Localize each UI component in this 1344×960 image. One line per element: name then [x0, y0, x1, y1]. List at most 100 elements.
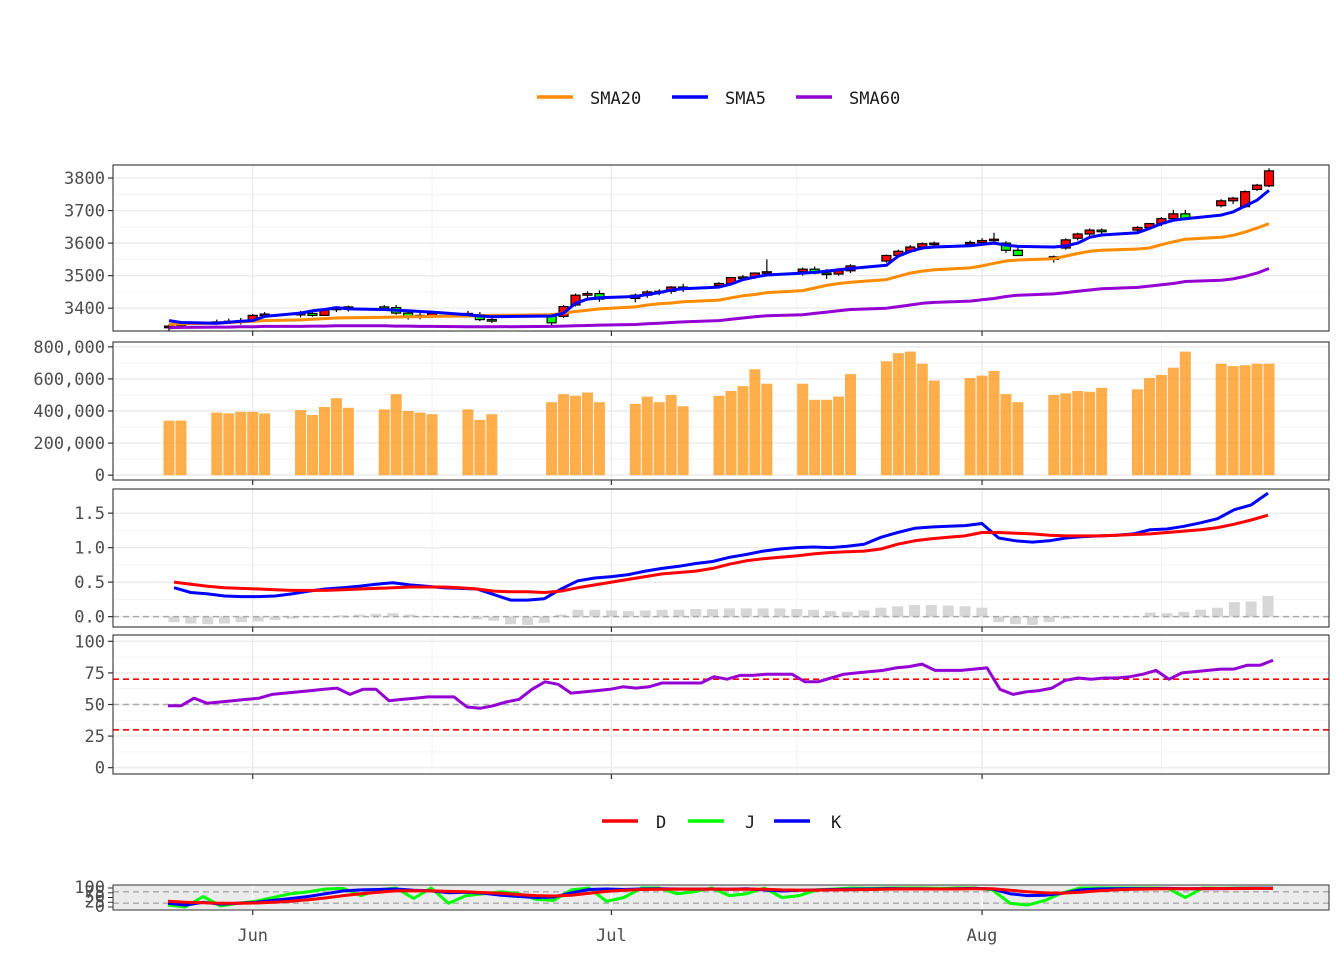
volume-bar	[593, 402, 605, 476]
price-border	[112, 164, 1330, 332]
candle-body	[582, 292, 593, 296]
rsi-tick-label: 100	[74, 632, 105, 652]
volume-bar	[725, 390, 737, 476]
volume-bar	[581, 392, 593, 476]
indicator-hist-bar	[740, 608, 752, 617]
indicator-hist-bar	[218, 616, 230, 624]
volume-bar	[247, 411, 259, 476]
candle-body	[1168, 213, 1179, 220]
volume-bar	[223, 413, 235, 476]
volume-bar	[761, 383, 773, 476]
candle-body	[1072, 233, 1083, 239]
price-tick-label: 3600	[64, 234, 105, 254]
volume-bar	[797, 383, 809, 476]
candle-body	[1263, 170, 1275, 187]
volume-bar	[1072, 390, 1084, 476]
kdj-tick-label: 100	[74, 878, 105, 898]
indicator-hist-bar	[1212, 607, 1224, 617]
volume-bar	[749, 369, 761, 476]
kdj-tick-label: 0	[95, 897, 105, 917]
indicator-hist-bar	[757, 608, 769, 617]
volume-bar	[426, 414, 438, 476]
volume-bar	[570, 395, 582, 476]
volume-bar	[629, 403, 641, 476]
indicator-tick-label: 0.0	[74, 608, 105, 628]
rsi-tick-label: 25	[85, 727, 105, 747]
indicator-hist-bar	[1077, 616, 1089, 618]
volume-bar	[677, 406, 689, 476]
volume-bar	[1060, 393, 1072, 476]
volume-bar	[988, 370, 1000, 476]
volume-border	[112, 341, 1330, 481]
indicator-hist-bar	[1262, 595, 1274, 617]
candle-body	[486, 319, 497, 322]
rsi-tick-label: 0	[95, 759, 105, 779]
volume-bar	[964, 378, 976, 476]
indicator-hist-bar	[353, 614, 365, 617]
kdj-tick-label: 75	[85, 883, 105, 903]
indicator-hist-bar	[235, 616, 247, 623]
x-tick-label: Jun	[237, 926, 268, 946]
volume-bar	[1012, 402, 1024, 476]
volume-bar	[1227, 366, 1239, 476]
indicator-hist-bar	[976, 607, 988, 617]
indicator-hist-bar	[336, 615, 348, 617]
candle-body	[821, 272, 832, 276]
indicator-hist-bar	[488, 616, 500, 621]
kdj-border	[112, 884, 1330, 911]
volume-bar	[737, 386, 749, 476]
indicator-hist-bar	[723, 608, 735, 617]
volume-bar	[845, 374, 857, 476]
volume-bar	[1179, 351, 1191, 476]
volume-bar	[1000, 394, 1012, 476]
candle-body	[307, 312, 318, 316]
indicator-border	[112, 488, 1330, 628]
volume-bar	[1048, 394, 1060, 476]
volume-bar	[414, 412, 426, 476]
volume-bar	[641, 396, 653, 476]
indicator-hist-bar	[521, 616, 533, 625]
volume-bar	[904, 351, 916, 476]
kdj-tick-label: 25	[85, 892, 105, 912]
rsi-tick-label: 75	[85, 664, 105, 684]
indicator-hist-bar	[1144, 612, 1156, 617]
rsi-line	[168, 658, 1274, 710]
indicator-hist-bar	[959, 606, 971, 617]
volume-bar	[713, 395, 725, 476]
volume-bar	[259, 413, 271, 476]
sma20-line	[168, 222, 1270, 326]
indicator-hist-bar	[841, 611, 853, 617]
candle-body	[1251, 184, 1263, 191]
legend-d-label: D	[656, 813, 666, 833]
volume-bar	[402, 411, 414, 476]
candle-body	[964, 241, 976, 245]
volume-bar	[821, 399, 833, 476]
indicator-tick-label: 1.5	[74, 504, 105, 524]
volume-bar	[1239, 365, 1251, 476]
volume-tick-label: 400,000	[33, 402, 105, 422]
indicator-hist-bar	[1010, 616, 1022, 625]
indicator-hist-bar	[538, 616, 550, 623]
indicator-hist-bar	[774, 608, 786, 617]
kdj-d-line	[167, 886, 1273, 905]
x-tick-label: Jul	[596, 926, 627, 946]
legend-sma60-label: SMA60	[849, 89, 900, 109]
candle-body	[1096, 229, 1107, 233]
indicator-hist-bar	[673, 609, 685, 617]
volume-tick-label: 600,000	[33, 370, 105, 390]
volume-bar	[342, 407, 354, 476]
indicator-panel: 0.0 0.5 1.0 1.5	[74, 488, 1330, 632]
indicator-hist-bar	[168, 616, 180, 623]
volume-bar	[916, 363, 928, 476]
volume-tick-label: 200,000	[33, 434, 105, 454]
top-legend: SMA20 SMA5 SMA60	[537, 89, 900, 109]
candle-body	[761, 271, 772, 274]
kdj-tick-label: 50	[85, 888, 105, 908]
candle-body	[797, 268, 808, 273]
indicator-hist-bar	[639, 610, 651, 617]
candle-body	[881, 254, 892, 262]
indicator-hist-bar	[1043, 616, 1055, 623]
indicator-hist-bar	[454, 616, 466, 619]
candle-body	[1012, 249, 1024, 257]
